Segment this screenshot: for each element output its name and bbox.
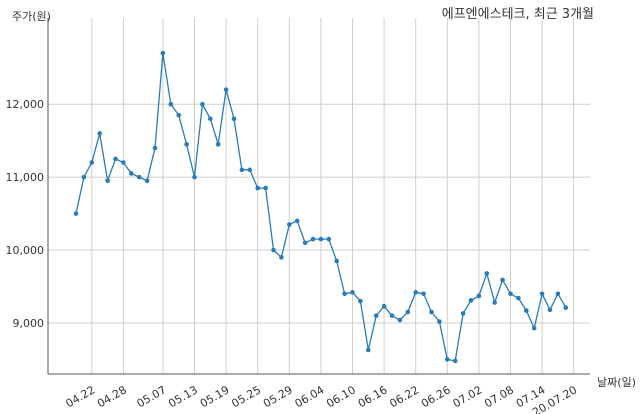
price-point: [437, 319, 442, 324]
price-point: [508, 291, 513, 297]
price-point: [531, 325, 537, 331]
price-point: [429, 309, 434, 315]
price-point: [113, 156, 118, 162]
price-point: [500, 277, 505, 283]
x-tick-label: 04.28: [95, 383, 129, 410]
price-point: [366, 347, 371, 353]
price-point: [247, 167, 253, 173]
price-point: [342, 291, 347, 297]
price-point: [271, 247, 276, 253]
price-point: [373, 313, 379, 318]
price-point: [287, 222, 292, 227]
price-point: [144, 178, 150, 184]
price-point: [334, 258, 340, 264]
price-point: [279, 255, 284, 260]
price-point: [516, 295, 521, 301]
price-point: [381, 303, 387, 309]
price-point: [358, 298, 363, 304]
price-point: [524, 308, 529, 313]
price-point: [73, 211, 79, 216]
x-tick-label: 05.13: [166, 383, 200, 410]
price-point: [105, 178, 110, 184]
price-point: [318, 236, 324, 242]
price-point: [547, 307, 553, 313]
price-point: [413, 290, 419, 295]
price-point: [563, 305, 569, 310]
price-point: [460, 311, 466, 316]
series-layer: [73, 50, 569, 364]
x-tick-label: 06.16: [356, 383, 390, 410]
price-point: [208, 116, 213, 122]
price-point: [176, 112, 181, 118]
price-point: [255, 185, 260, 191]
price-point: [160, 50, 166, 56]
price-point: [389, 313, 395, 318]
x-tick-label: 05.25: [229, 383, 263, 410]
price-point: [263, 185, 268, 191]
price-point: [476, 293, 482, 299]
price-point: [302, 240, 308, 246]
x-tick-label: 07.08: [482, 383, 516, 410]
price-point: [129, 171, 134, 176]
price-point: [555, 291, 561, 297]
price-point: [184, 142, 189, 147]
x-tick-label: 05.07: [135, 383, 169, 410]
price-point: [89, 160, 95, 165]
price-point: [152, 145, 158, 151]
y-tick-label: 12,000: [6, 98, 45, 111]
price-point: [192, 174, 197, 180]
x-tick-label: 04.22: [64, 383, 98, 410]
price-point: [326, 236, 332, 242]
price-point: [136, 174, 142, 180]
x-tick-label: 06.26: [419, 383, 453, 410]
x-tick-label: 06.22: [387, 383, 421, 410]
price-point: [405, 309, 411, 315]
price-point: [445, 357, 450, 362]
x-axis-title: 날짜(일): [597, 375, 636, 389]
price-point: [215, 142, 221, 147]
x-tick-label: 05.29: [261, 383, 295, 410]
y-tick-label: 11,000: [6, 171, 45, 184]
price-point: [397, 317, 403, 323]
price-point: [168, 101, 174, 107]
price-point: [492, 300, 498, 305]
y-tick-label: 9,000: [13, 317, 45, 330]
x-tick-label: 07.02: [451, 383, 485, 410]
price-point: [468, 298, 474, 303]
price-point: [121, 160, 126, 165]
chart-title: 에프엔에스테크, 최근 3개월: [442, 7, 594, 22]
price-point: [231, 116, 237, 122]
price-point: [310, 236, 316, 242]
x-tick-label: 06.04: [293, 383, 327, 410]
price-point: [421, 291, 426, 297]
y-axis-title: 주가(원): [12, 10, 51, 23]
price-point: [452, 358, 458, 364]
price-point: [239, 167, 245, 173]
price-point: [484, 271, 490, 276]
price-point: [539, 291, 545, 297]
y-tick-label: 10,000: [6, 244, 45, 257]
price-point: [294, 218, 300, 224]
price-point: [223, 87, 229, 92]
x-tick-label: 05.19: [198, 383, 232, 410]
price-point: [81, 174, 87, 180]
axes: [47, 18, 590, 375]
price-point: [97, 131, 102, 136]
price-point: [350, 290, 355, 295]
x-tick-label: 06.10: [324, 383, 358, 410]
grid: [48, 18, 590, 374]
price-point: [200, 101, 205, 107]
